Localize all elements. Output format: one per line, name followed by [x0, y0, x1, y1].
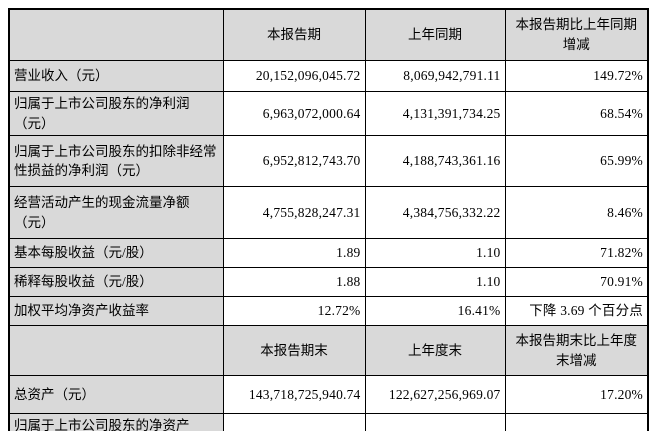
- row-label: 经营活动产生的现金流量净额（元）: [8, 186, 224, 240]
- header-cell-period-end-change: 本报告期末比上年度末增减: [504, 325, 649, 377]
- row-label: 稀释每股收益（元/股）: [8, 267, 224, 298]
- table-row-net-assets: 归属于上市公司股东的净资产（元） 58,556,128,679.32 50,40…: [8, 413, 649, 431]
- value-current: 1.89: [222, 238, 366, 269]
- value-prior: 4,384,756,332.22: [364, 186, 506, 240]
- value-current: 58,556,128,679.32: [222, 413, 366, 431]
- header-cell-prior-period: 上年同期: [364, 8, 506, 61]
- value-prior: 50,406,879,150.81: [364, 413, 506, 431]
- value-prior: 122,627,256,969.07: [364, 375, 506, 415]
- value-current: 12.72%: [222, 296, 366, 327]
- row-label: 基本每股收益（元/股）: [8, 238, 224, 269]
- value-prior: 4,188,743,361.16: [364, 135, 506, 188]
- value-prior: 1.10: [364, 238, 506, 269]
- table-row-revenue: 营业收入（元） 20,152,096,045.72 8,069,942,791.…: [8, 60, 649, 92]
- value-change: 71.82%: [504, 238, 649, 269]
- table-row-operating-cash-flow: 经营活动产生的现金流量净额（元） 4,755,828,247.31 4,384,…: [8, 186, 649, 240]
- table-row-weighted-avg-roe: 加权平均净资产收益率 12.72% 16.41% 下降 3.69 个百分点: [8, 296, 649, 327]
- row-label: 加权平均净资产收益率: [8, 296, 224, 327]
- header-cell-current-period: 本报告期: [222, 8, 366, 61]
- row-label: 营业收入（元）: [8, 60, 224, 92]
- header-cell-blank: [8, 325, 224, 377]
- table-row-diluted-eps: 稀释每股收益（元/股） 1.88 1.10 70.91%: [8, 267, 649, 298]
- header-cell-period-change: 本报告期比上年同期增减: [504, 8, 649, 61]
- row-label: 总资产（元）: [8, 375, 224, 415]
- value-current: 1.88: [222, 267, 366, 298]
- table-row-net-profit-excl-nonrecurring: 归属于上市公司股东的扣除非经常性损益的净利润（元） 6,952,812,743.…: [8, 135, 649, 188]
- value-prior: 4,131,391,734.25: [364, 90, 506, 137]
- value-change: 65.99%: [504, 135, 649, 188]
- value-prior: 1.10: [364, 267, 506, 298]
- value-change: 8.46%: [504, 186, 649, 240]
- row-label: 归属于上市公司股东的扣除非经常性损益的净利润（元）: [8, 135, 224, 188]
- header-row-period-end: 本报告期末 上年度末 本报告期末比上年度末增减: [8, 325, 649, 377]
- header-row-period: 本报告期 上年同期 本报告期比上年同期增减: [8, 8, 649, 61]
- value-current: 6,963,072,000.64: [222, 90, 366, 137]
- value-current: 6,952,812,743.70: [222, 135, 366, 188]
- value-change: 17.20%: [504, 375, 649, 415]
- financial-summary-table: 本报告期 上年同期 本报告期比上年同期增减 营业收入（元） 20,152,096…: [8, 8, 649, 431]
- row-label: 归属于上市公司股东的净利润（元）: [8, 90, 224, 137]
- value-prior: 8,069,942,791.11: [364, 60, 506, 92]
- value-change: 149.72%: [504, 60, 649, 92]
- value-current: 143,718,725,940.74: [222, 375, 366, 415]
- header-cell-blank: [8, 8, 224, 61]
- value-change: 70.91%: [504, 267, 649, 298]
- header-cell-current-period-end: 本报告期末: [222, 325, 366, 377]
- table-row-total-assets: 总资产（元） 143,718,725,940.74 122,627,256,96…: [8, 375, 649, 415]
- table-row-basic-eps: 基本每股收益（元/股） 1.89 1.10 71.82%: [8, 238, 649, 269]
- value-change: 16.17%: [504, 413, 649, 431]
- row-label: 归属于上市公司股东的净资产（元）: [8, 413, 224, 431]
- value-current: 20,152,096,045.72: [222, 60, 366, 92]
- table-row-net-profit: 归属于上市公司股东的净利润（元） 6,963,072,000.64 4,131,…: [8, 90, 649, 137]
- value-change: 下降 3.69 个百分点: [504, 296, 649, 327]
- value-current: 4,755,828,247.31: [222, 186, 366, 240]
- header-cell-prior-year-end: 上年度末: [364, 325, 506, 377]
- value-prior: 16.41%: [364, 296, 506, 327]
- value-change: 68.54%: [504, 90, 649, 137]
